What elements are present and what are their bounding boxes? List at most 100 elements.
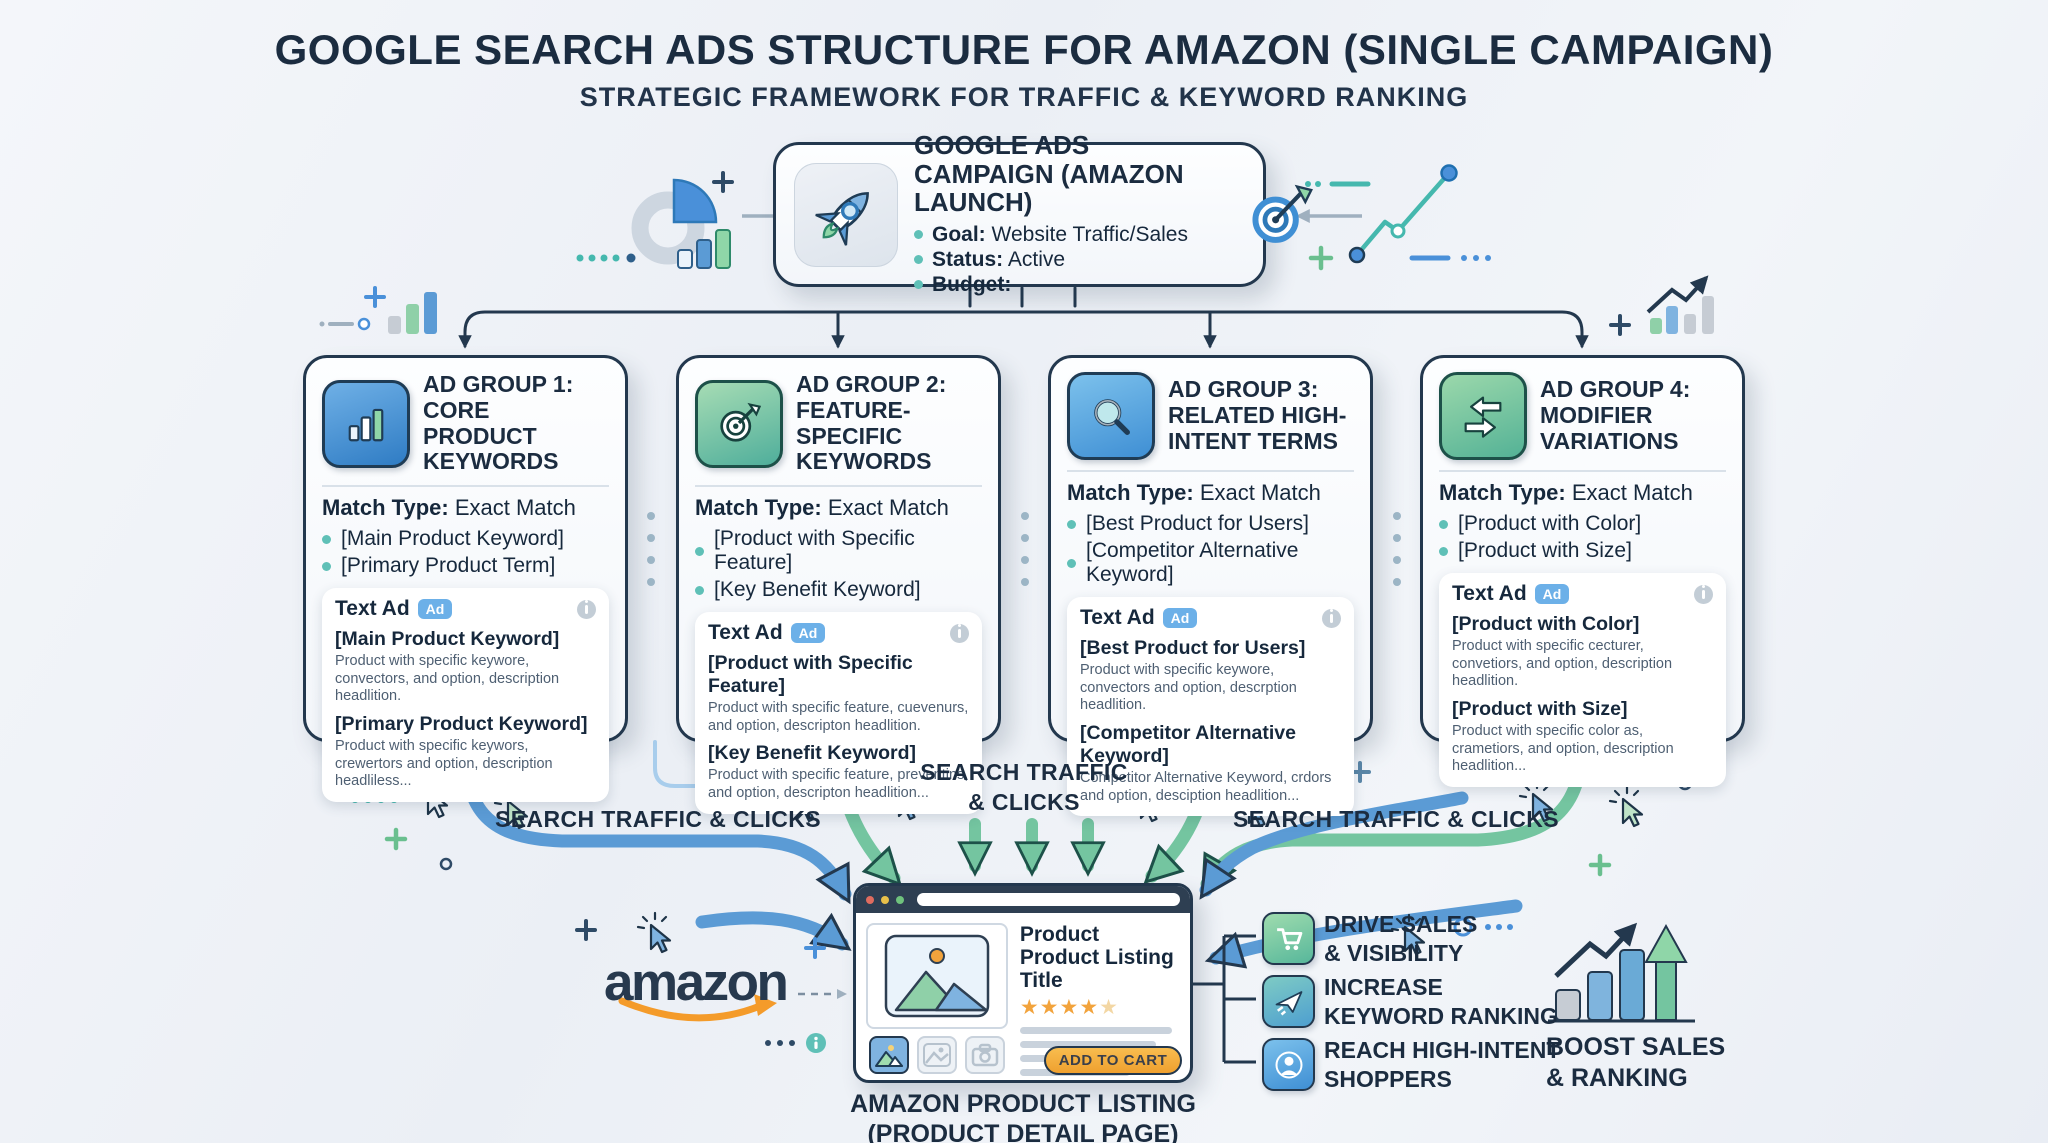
keyword-item: [Product with Color] xyxy=(1439,512,1726,536)
divider xyxy=(1067,470,1354,472)
text-ad-card: Text Ad Ad [Product with Color] Product … xyxy=(1439,573,1726,788)
match-type: Match Type: Exact Match xyxy=(695,495,949,520)
info-icon xyxy=(577,599,596,619)
ad-headline: [Product with Color] xyxy=(1452,613,1640,635)
bullet-dot xyxy=(914,230,923,240)
ad-description: Product with specific keywors, crewertor… xyxy=(335,738,553,790)
rocket-icon xyxy=(794,162,898,267)
benefit-label: INCREASE KEYWORD RANKING xyxy=(1324,974,1558,1030)
click-cursor-icon xyxy=(636,911,672,954)
text-ad-label: Text Ad xyxy=(1080,606,1155,629)
ad-headline: [Product with Size] xyxy=(1452,698,1628,721)
trend-bar-chart-icon xyxy=(1646,275,1714,334)
bullet-dot xyxy=(322,561,331,571)
page-subtitle: STRATEGIC FRAMEWORK FOR TRAFFIC & KEYWOR… xyxy=(579,82,1469,112)
bullet-dot xyxy=(1439,546,1448,556)
ad-group-title: AD GROUP 4: MODIFIER VARIATIONS xyxy=(1540,376,1691,454)
thumbnail-camera[interactable] xyxy=(965,1036,1005,1074)
swap-arrows-icon xyxy=(1439,372,1527,460)
browser-window: Product Product Listing Title ★★★★★ ADD … xyxy=(853,883,1193,1083)
campaign-title: GOOGLE ADS CAMPAIGN (AMAZON LAUNCH) xyxy=(914,130,1184,218)
ad-badge: Ad xyxy=(790,623,826,643)
thumbnail-image[interactable] xyxy=(917,1036,957,1074)
ad-headline: [Product with Specific Feature] xyxy=(708,652,913,697)
product-listing-title: Product Product Listing Title xyxy=(1019,923,1174,993)
bullet-dot xyxy=(914,280,923,290)
ad-badge: Ad xyxy=(417,599,453,619)
search-icon xyxy=(1067,372,1155,460)
ad-group-3-card: AD GROUP 3: RELATED HIGH-INTENT TERMS Ma… xyxy=(1048,355,1373,817)
ad-headline: [Best Product for Users] xyxy=(1080,637,1306,659)
ad-description: Product with specific cecturer, convetio… xyxy=(1452,638,1673,690)
text-ad-label: Text Ad xyxy=(1452,582,1527,605)
keyword-item: [Product with Specific Feature] xyxy=(695,527,982,575)
decor-dashes xyxy=(1305,181,1491,261)
ad-description: Product with specific keywore, convector… xyxy=(1080,662,1297,714)
decor-dash-ring xyxy=(319,317,371,331)
keyword-item: [Key Benefit Keyword] xyxy=(695,578,982,602)
ad-headline: [Primary Product Keyword] xyxy=(335,713,588,736)
divider xyxy=(322,485,609,487)
match-type: Match Type: Exact Match xyxy=(1439,480,1693,505)
thumbnail-selected[interactable] xyxy=(869,1036,909,1074)
keyword-list: [Product with Color] [Product with Size] xyxy=(1439,512,1726,563)
bullet-dot xyxy=(1067,558,1076,568)
bullet-dot xyxy=(695,546,704,556)
window-maximize-dot xyxy=(896,895,904,904)
keyword-item: [Best Product for Users] xyxy=(1067,512,1354,536)
ad-group-1-card: AD GROUP 1: CORE PRODUCT KEYWORDS Match … xyxy=(303,355,628,803)
ad-group-title: AD GROUP 1: CORE PRODUCT KEYWORDS xyxy=(423,371,574,475)
benefits-bracket xyxy=(1192,934,1256,1064)
info-dot-icon xyxy=(806,1033,826,1053)
divider xyxy=(1439,470,1726,472)
campaign-bullet: Goal: Website Traffic/Sales xyxy=(914,223,1224,247)
growth-chart-icon xyxy=(1548,922,1695,1023)
campaign-bullet: Status: Active xyxy=(914,248,1224,272)
ad-description: Product with specific color as, crametio… xyxy=(1452,723,1674,775)
ad-group-2-card: AD GROUP 2: FEATURE-SPECIFIC KEYWORDS Ma… xyxy=(676,355,1001,814)
pie-chart-icon xyxy=(631,178,718,265)
ad-description: Product with specific feature, cuevenurs… xyxy=(708,700,969,734)
divider xyxy=(695,485,982,487)
ad-group-4-card: AD GROUP 4: MODIFIER VARIATIONS Match Ty… xyxy=(1420,355,1745,788)
address-bar[interactable] xyxy=(917,893,1180,906)
bullet-dot xyxy=(1067,519,1076,529)
click-cursor-icon xyxy=(1608,785,1644,828)
decor-dots xyxy=(576,253,636,263)
match-type: Match Type: Exact Match xyxy=(322,495,576,520)
keyword-item: [Main Product Keyword] xyxy=(322,527,609,551)
info-icon xyxy=(950,623,969,643)
page-title: GOOGLE SEARCH ADS STRUCTURE FOR AMAZON (… xyxy=(274,26,1774,73)
info-icon xyxy=(1322,608,1341,628)
product-image xyxy=(866,923,1008,1029)
bar-chart-icon xyxy=(322,379,410,468)
text-ad-label: Text Ad xyxy=(335,597,410,620)
blue-flow-arrow xyxy=(695,911,852,951)
add-to-cart-button[interactable]: ADD TO CART xyxy=(1044,1046,1182,1075)
bullet-dot xyxy=(322,534,331,544)
benefit-label: REACH HIGH-INTENT SHOPPERS xyxy=(1324,1037,1561,1093)
ad-badge: Ad xyxy=(1534,584,1570,604)
text-line-placeholder xyxy=(1019,1027,1172,1035)
flow-label-right: SEARCH TRAFFIC & CLICKS xyxy=(1232,806,1560,832)
text-ad-card: Text Ad Ad [Main Product Keyword] Produc… xyxy=(322,588,609,803)
flow-label-center: SEARCH TRAFFIC & CLICKS xyxy=(920,759,1128,815)
keyword-item: [Product with Size] xyxy=(1439,539,1726,563)
campaign-card: GOOGLE ADS CAMPAIGN (AMAZON LAUNCH) Goal… xyxy=(773,131,1313,296)
keyword-item: [Competitor Alternative Keyword] xyxy=(1067,539,1354,587)
campaign-bullet: Budget: xyxy=(914,273,1224,297)
listing-caption: AMAZON PRODUCT LISTING (PRODUCT DETAIL P… xyxy=(850,1090,1196,1143)
ad-description: Product with specific keywore, convector… xyxy=(335,653,560,705)
window-close-dot xyxy=(866,895,874,904)
keyword-list: [Best Product for Users] [Competitor Alt… xyxy=(1067,512,1354,587)
cart-icon xyxy=(1262,912,1315,965)
keyword-list: [Main Product Keyword] [Primary Product … xyxy=(322,527,609,578)
text-line-placeholder xyxy=(1019,1041,1156,1049)
line-chart-icon xyxy=(1348,164,1458,264)
ad-group-title: AD GROUP 3: RELATED HIGH-INTENT TERMS xyxy=(1168,376,1347,454)
flow-label-left: SEARCH TRAFFIC & CLICKS xyxy=(494,806,822,832)
match-type: Match Type: Exact Match xyxy=(1067,480,1321,505)
ad-headline: [Main Product Keyword] xyxy=(335,628,560,650)
star-rating: ★★★★★ xyxy=(1019,996,1119,1020)
bullet-dot xyxy=(914,255,923,265)
